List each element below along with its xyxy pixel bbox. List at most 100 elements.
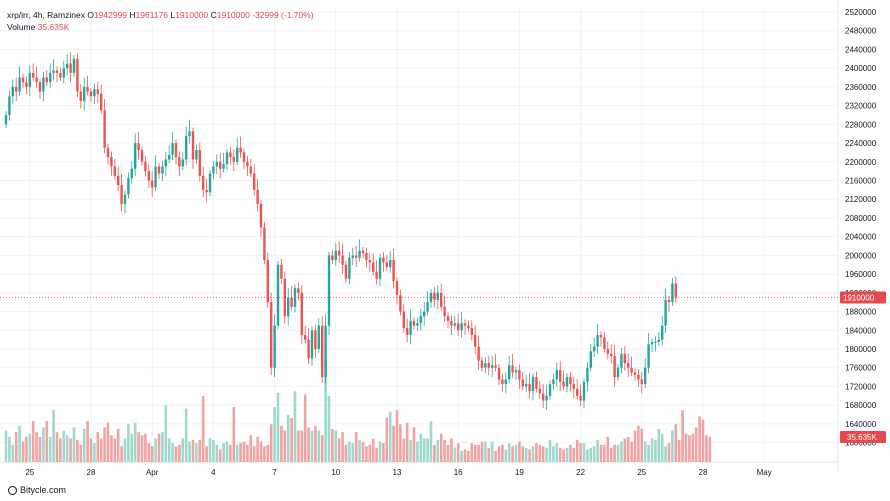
volume-bar — [300, 430, 304, 462]
volume-bar — [116, 429, 120, 462]
y-tick-label: 2160000 — [845, 177, 877, 186]
x-tick-label: 7 — [272, 468, 277, 477]
candle-body — [314, 330, 317, 350]
candle-body — [69, 63, 72, 73]
candle-body — [151, 180, 154, 188]
volume-bar — [31, 421, 35, 462]
candle-body — [38, 82, 42, 92]
candle-body — [62, 68, 65, 78]
volume-bar — [317, 430, 321, 462]
candle-body — [120, 185, 123, 204]
last-price-tag — [840, 291, 886, 304]
volume-bar — [382, 443, 385, 462]
candle-body — [412, 320, 416, 326]
candle-body — [385, 262, 388, 268]
candle-body — [256, 189, 259, 204]
volume-bar — [45, 421, 49, 462]
volume-bar — [412, 427, 416, 462]
volume-bar — [62, 430, 66, 462]
volume-bar — [684, 433, 688, 462]
volume-bar — [79, 444, 83, 462]
volume-bar — [273, 407, 276, 462]
volume-bar — [348, 441, 351, 462]
candle-body — [324, 325, 327, 378]
candle-body — [297, 288, 300, 293]
volume-bar — [337, 438, 341, 462]
candle-body — [657, 339, 660, 342]
candle-body — [671, 283, 674, 303]
candle-body — [443, 306, 446, 317]
volume-bar — [694, 427, 698, 462]
volume-bar — [528, 449, 531, 462]
y-tick-label: 1800000 — [845, 345, 877, 354]
volume-bar — [48, 436, 52, 462]
candle-body — [419, 316, 422, 324]
volume-bar — [21, 441, 25, 462]
candle-body — [236, 147, 239, 162]
volume-bar — [565, 447, 569, 462]
candle-body — [623, 353, 626, 364]
candle-body — [610, 353, 613, 357]
candle-body — [344, 264, 348, 279]
candle-body — [188, 131, 191, 137]
volume-bar — [460, 451, 463, 462]
candle-body — [654, 342, 657, 343]
candle-body — [644, 367, 647, 385]
volume-bar — [266, 444, 270, 462]
y-tick-label: 1840000 — [845, 326, 877, 335]
candle-body — [76, 58, 79, 92]
open-value: 1942999 — [93, 10, 128, 20]
x-tick-label: 28 — [87, 468, 96, 477]
candle-body — [55, 70, 59, 73]
candle-body — [4, 114, 8, 125]
volume-bar — [657, 429, 661, 462]
candle-body — [338, 250, 341, 256]
volume-bar — [28, 433, 32, 462]
candle-body — [287, 297, 290, 317]
volume-bar — [681, 410, 684, 462]
volume-bar — [263, 446, 266, 462]
y-tick-label: 2120000 — [845, 195, 877, 204]
volume-bar — [667, 443, 671, 462]
footer-brand[interactable]: Bitycle.com — [8, 485, 66, 495]
volume-bar — [395, 410, 399, 462]
volume-bar — [623, 438, 627, 462]
candle-body — [457, 323, 460, 331]
volume-bar — [575, 440, 579, 462]
volume-bar — [664, 446, 667, 462]
candle-body — [650, 342, 654, 345]
x-tick-label: 28 — [699, 468, 708, 477]
candle-body — [134, 143, 137, 169]
candle-body — [157, 166, 161, 174]
volume-bar — [72, 427, 76, 462]
candle-body — [389, 260, 392, 268]
volume-bar — [429, 421, 433, 462]
candle-body — [494, 365, 497, 368]
volume-bar — [660, 433, 664, 462]
volume-bar — [327, 396, 331, 462]
candle-body — [290, 297, 293, 307]
y-tick-label: 2520000 — [845, 8, 877, 17]
volume-bar — [620, 441, 623, 462]
candle-body — [225, 152, 229, 165]
volume-bar — [82, 429, 86, 462]
candle-body — [596, 334, 599, 347]
candle-body — [453, 323, 456, 326]
volume-bar — [18, 425, 21, 462]
candle-body — [501, 379, 504, 385]
volume-bar — [297, 430, 300, 462]
y-tick-label: 1880000 — [845, 308, 877, 317]
volume-bar — [698, 416, 701, 462]
candle-body — [637, 374, 640, 380]
candle-body — [606, 349, 609, 354]
candle-body — [542, 393, 545, 401]
candle-body — [436, 292, 439, 300]
y-tick-label: 1960000 — [845, 270, 877, 279]
x-tick-label: Apr — [146, 468, 159, 477]
candle-body — [127, 178, 130, 195]
x-tick-label: 16 — [454, 468, 463, 477]
volume-bar — [235, 444, 239, 462]
candle-body — [11, 86, 14, 97]
candle-body — [21, 77, 25, 83]
